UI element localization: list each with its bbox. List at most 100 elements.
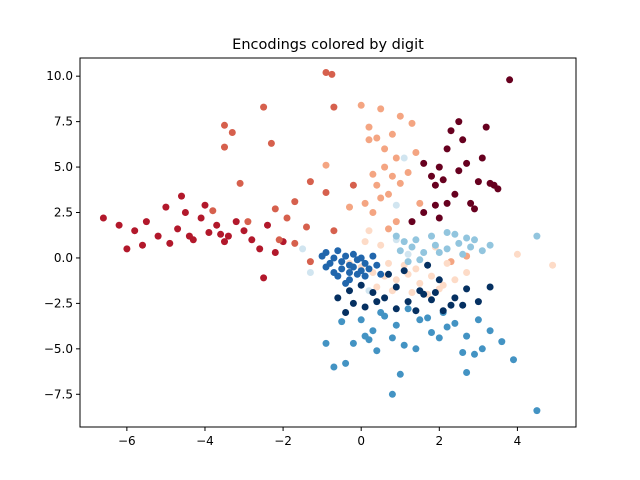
data-point <box>334 247 342 255</box>
data-point <box>330 269 338 276</box>
data-point <box>424 261 432 269</box>
y-axis: −7.5 −5.0 −2.5 0.0 2.5 5.0 7.5 10.0 <box>44 69 80 401</box>
data-point <box>267 139 275 147</box>
data-point <box>338 265 346 273</box>
data-point <box>385 190 392 198</box>
data-point <box>486 283 494 291</box>
data-point <box>330 363 338 371</box>
data-point <box>396 112 404 120</box>
data-point <box>474 316 482 324</box>
data-point <box>408 289 416 296</box>
data-point <box>197 214 205 222</box>
data-point <box>392 154 400 162</box>
data-point <box>424 314 432 322</box>
data-point <box>459 349 467 356</box>
data-point <box>357 254 365 262</box>
data-point <box>416 316 424 324</box>
data-point <box>455 118 463 126</box>
data-point <box>373 181 381 189</box>
data-point <box>260 274 268 282</box>
data-point <box>306 258 314 266</box>
data-point <box>392 283 400 291</box>
data-point <box>291 239 299 247</box>
data-point <box>463 234 471 242</box>
data-point <box>467 243 475 251</box>
data-point <box>373 283 381 291</box>
data-point <box>369 252 377 260</box>
data-point <box>369 289 377 296</box>
data-point <box>435 334 443 342</box>
data-point <box>408 218 416 226</box>
data-point <box>513 250 521 258</box>
data-point <box>486 241 494 249</box>
data-point <box>478 345 486 353</box>
data-point <box>451 294 459 302</box>
data-point <box>412 307 420 315</box>
data-point <box>357 101 365 109</box>
data-point <box>533 232 541 240</box>
data-point <box>463 159 471 167</box>
data-point <box>408 243 416 251</box>
data-point <box>264 221 271 229</box>
data-point <box>221 143 228 151</box>
data-point <box>357 281 365 289</box>
data-point <box>178 192 185 200</box>
data-point <box>306 178 314 186</box>
data-point <box>299 245 307 253</box>
data-point <box>404 305 412 313</box>
data-point <box>115 221 123 229</box>
data-point <box>162 203 170 211</box>
data-point <box>404 250 412 258</box>
data-point <box>474 178 482 186</box>
data-point <box>365 123 373 131</box>
data-point <box>349 299 357 307</box>
data-point <box>342 309 350 316</box>
data-point <box>455 167 463 175</box>
data-point <box>369 209 377 216</box>
data-point <box>99 214 107 222</box>
data-point <box>385 225 392 233</box>
x-tick-label: 4 <box>514 434 522 448</box>
data-point <box>131 227 139 235</box>
data-point <box>303 223 310 231</box>
y-tick-label: 2.5 <box>54 206 73 220</box>
data-point <box>244 218 252 226</box>
y-tick-label: −7.5 <box>44 387 73 401</box>
data-point <box>201 201 209 209</box>
data-point <box>412 236 420 244</box>
data-point <box>420 290 428 298</box>
data-point <box>283 214 291 222</box>
data-point <box>416 256 424 264</box>
data-point <box>322 263 330 271</box>
data-point <box>400 267 408 275</box>
data-point <box>361 272 369 280</box>
data-point <box>142 218 150 226</box>
data-point <box>349 263 357 271</box>
data-point <box>205 229 213 236</box>
data-point <box>428 296 435 304</box>
data-point <box>392 276 400 284</box>
data-point <box>439 176 447 184</box>
data-point <box>431 289 439 296</box>
data-point <box>232 218 240 226</box>
data-point <box>451 230 459 238</box>
data-point <box>420 159 428 167</box>
data-point <box>342 359 350 367</box>
data-point <box>435 214 443 222</box>
data-point <box>435 276 443 284</box>
data-point <box>420 249 428 256</box>
data-point <box>428 172 435 180</box>
data-point <box>322 189 330 196</box>
data-point <box>396 179 404 187</box>
data-point <box>467 199 475 207</box>
data-point <box>377 194 385 202</box>
data-point <box>478 154 486 162</box>
data-point <box>455 239 463 247</box>
data-point <box>408 119 416 127</box>
data-point <box>416 279 424 287</box>
x-tick-label: −2 <box>274 434 292 448</box>
x-tick-label: −6 <box>118 434 136 448</box>
data-point <box>381 294 389 302</box>
data-point <box>322 69 330 76</box>
